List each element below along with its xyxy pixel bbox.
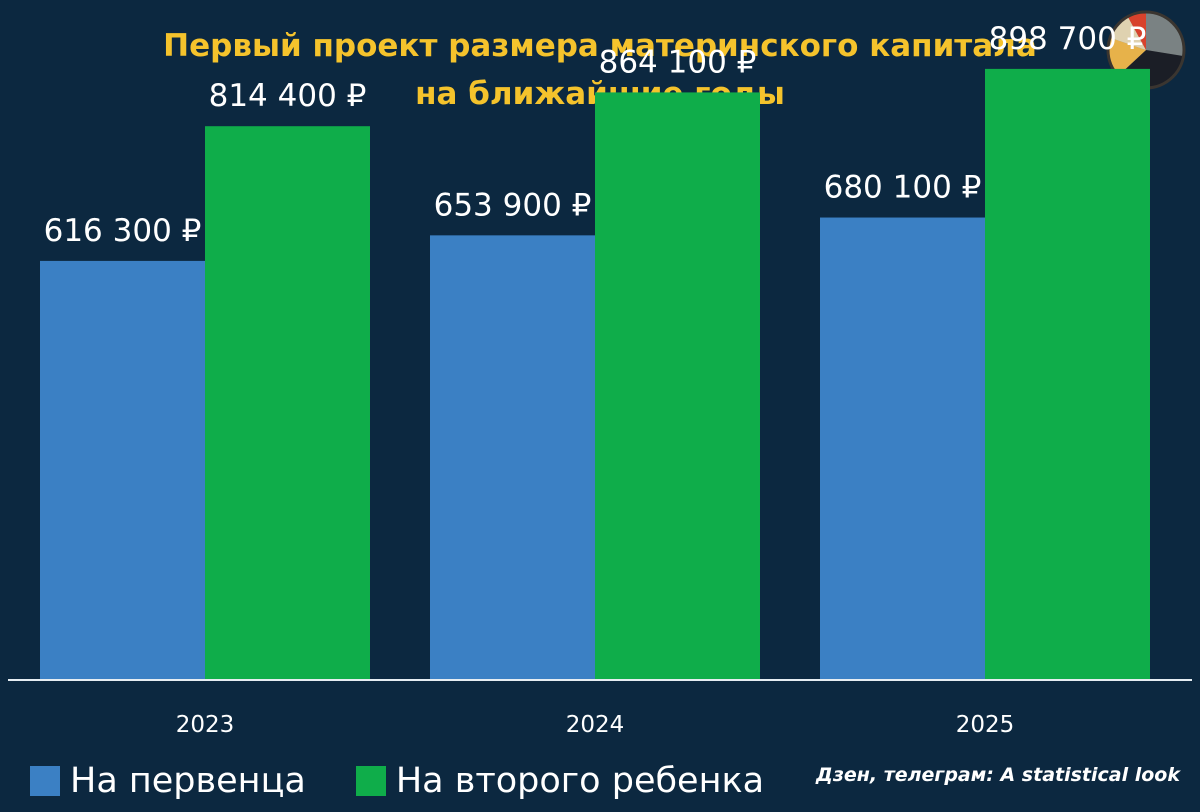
data-label-second-child-2025: 898 700 ₽ [989,21,1147,57]
bar-second-child-2024 [595,92,760,681]
data-label-second-child-2024: 864 100 ₽ [599,44,757,80]
x-tick-label-2024: 2024 [566,712,625,738]
legend-item-second-child: На второго ребенка [355,761,765,801]
x-tick-label-2023: 2023 [176,712,235,738]
source-credit: Дзен, телеграм: A statistical look [815,764,1180,786]
legend-item-first-child: На первенца [30,761,306,801]
data-label-second-child-2023: 814 400 ₽ [209,78,367,114]
bar-second-child-2023 [205,126,370,680]
legend-swatch-first-child [30,766,60,796]
bar-first-child-2025 [820,217,985,681]
bar-first-child-2024 [430,235,595,680]
data-label-first-child-2024: 653 900 ₽ [434,187,592,223]
legend: На первенца На второго ребенка [30,756,814,806]
legend-swatch-second-child [355,766,386,796]
x-tick-label-2025: 2025 [956,712,1015,738]
legend-label-second-child: На второго ребенка [395,761,765,801]
data-label-first-child-2023: 616 300 ₽ [44,213,202,249]
data-label-first-child-2025: 680 100 ₽ [824,170,982,206]
bar-first-child-2023 [40,260,205,680]
legend-label-first-child: На первенца [70,761,306,801]
bar-second-child-2025 [985,68,1150,680]
